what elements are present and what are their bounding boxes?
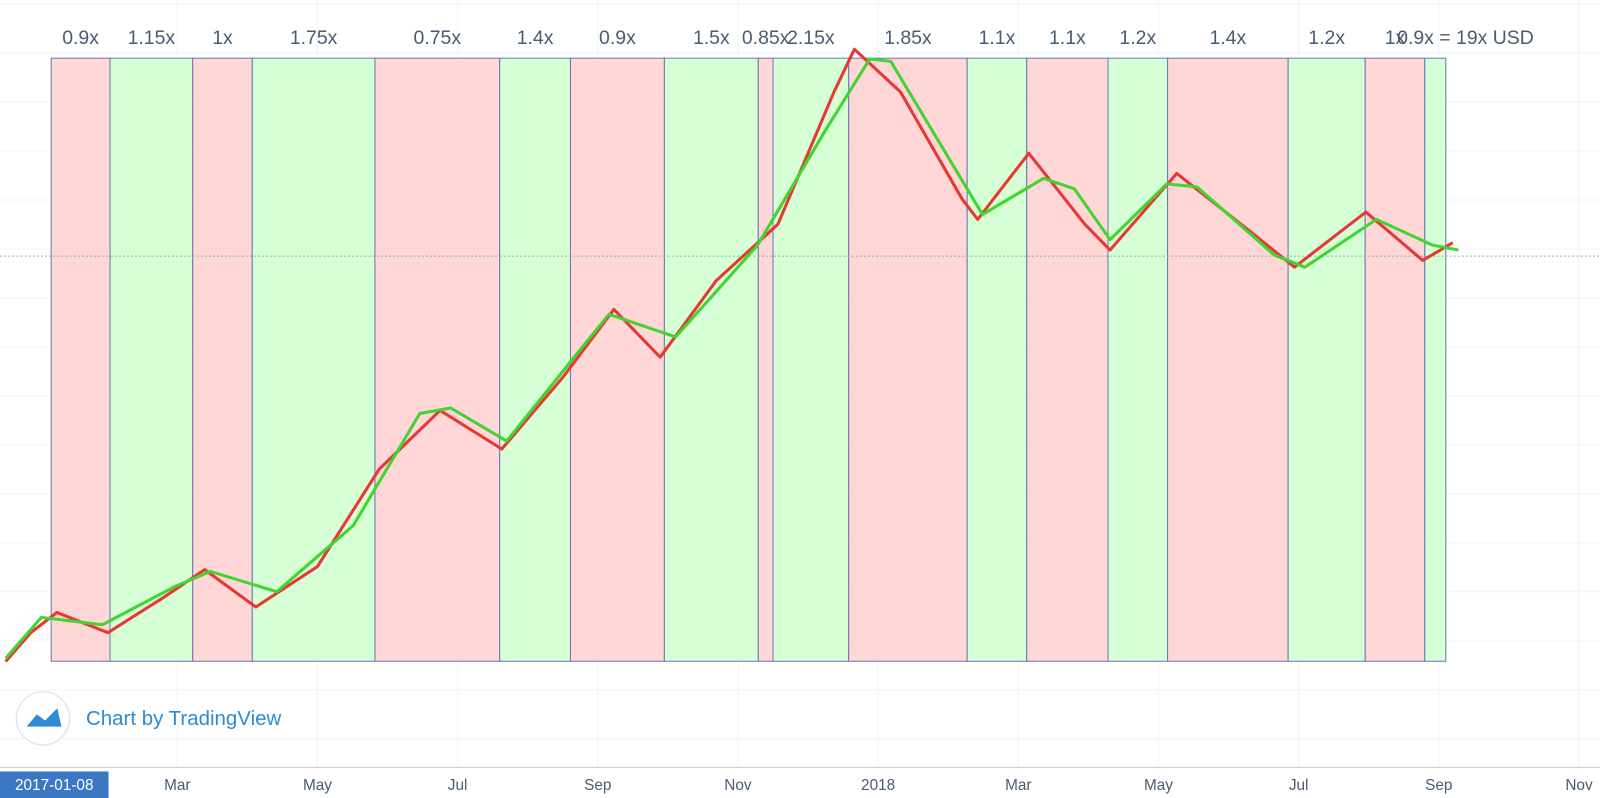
x-tick-label: Mar: [164, 777, 190, 794]
logo-circle: [15, 691, 71, 746]
region: [1026, 57, 1109, 662]
region: [374, 57, 501, 662]
region-label: 1.4x: [1209, 27, 1246, 49]
moving-average-line: [4, 57, 1459, 660]
x-tick-label: Nov: [1565, 777, 1593, 794]
region: [1364, 57, 1426, 662]
region: [663, 57, 759, 662]
region: [50, 57, 111, 662]
region: [1107, 57, 1169, 662]
credit-logo: [15, 691, 71, 746]
region: [1287, 57, 1366, 662]
x-tick-label: Nov: [724, 777, 752, 794]
x-tick-label: Jul: [1289, 777, 1309, 794]
region: [1424, 57, 1447, 662]
region-label: 1.2x: [1308, 27, 1345, 49]
region: [109, 57, 194, 662]
x-tick-label: 2018: [861, 777, 895, 794]
region-label: 1.1x: [979, 27, 1016, 49]
date-label: 2017-01-08: [15, 777, 94, 794]
region-label: 1x: [212, 27, 233, 49]
region-label: 1.2x: [1119, 27, 1156, 49]
region: [569, 57, 665, 662]
x-tick-label: May: [1144, 777, 1173, 794]
region-label: 0.9x: [599, 27, 636, 49]
region: [757, 57, 774, 662]
region-label: 0.9x = 19x USD: [1397, 27, 1534, 49]
credit: Chart by TradingView: [86, 707, 282, 730]
date-label-box: [0, 771, 109, 798]
x-tick-label: May: [303, 777, 332, 794]
region-label: 1.4x: [517, 27, 554, 49]
region: [499, 57, 571, 662]
x-tick-label: Mar: [1005, 777, 1031, 794]
x-tick-label: Sep: [584, 777, 611, 794]
lines: [4, 47, 1459, 663]
moving-average-line: [4, 47, 1454, 663]
region-label: 1x: [1385, 27, 1406, 49]
x-axis-band: [0, 767, 1600, 798]
region-label: 1.75x: [290, 27, 338, 49]
x-tick-label: Sep: [1425, 777, 1452, 794]
region-label: 0.9x: [62, 27, 99, 49]
regions: 0.9x 1.15x 1x 1.75x 0.75x 1.4x 0.9x 1.5x 0.85x2.…: [50, 27, 1534, 662]
region: [772, 57, 850, 662]
region: [848, 57, 968, 662]
region-label: 1.15x: [128, 27, 176, 49]
region-label: 1.5x: [693, 27, 730, 49]
region-label: 0.75x: [414, 27, 462, 49]
region-label: 1.85x: [884, 27, 932, 49]
x-axis: Mar May Jul Sep Nov 2018 Mar May Jul Sep Nov: [164, 777, 1593, 794]
region-label: 2.15x: [787, 27, 835, 49]
region: [966, 57, 1028, 662]
x-tick-label: Jul: [448, 777, 468, 794]
region: [1167, 57, 1289, 662]
region-label: 0.85x: [742, 27, 790, 49]
region-label: 1.1x: [1049, 27, 1086, 49]
